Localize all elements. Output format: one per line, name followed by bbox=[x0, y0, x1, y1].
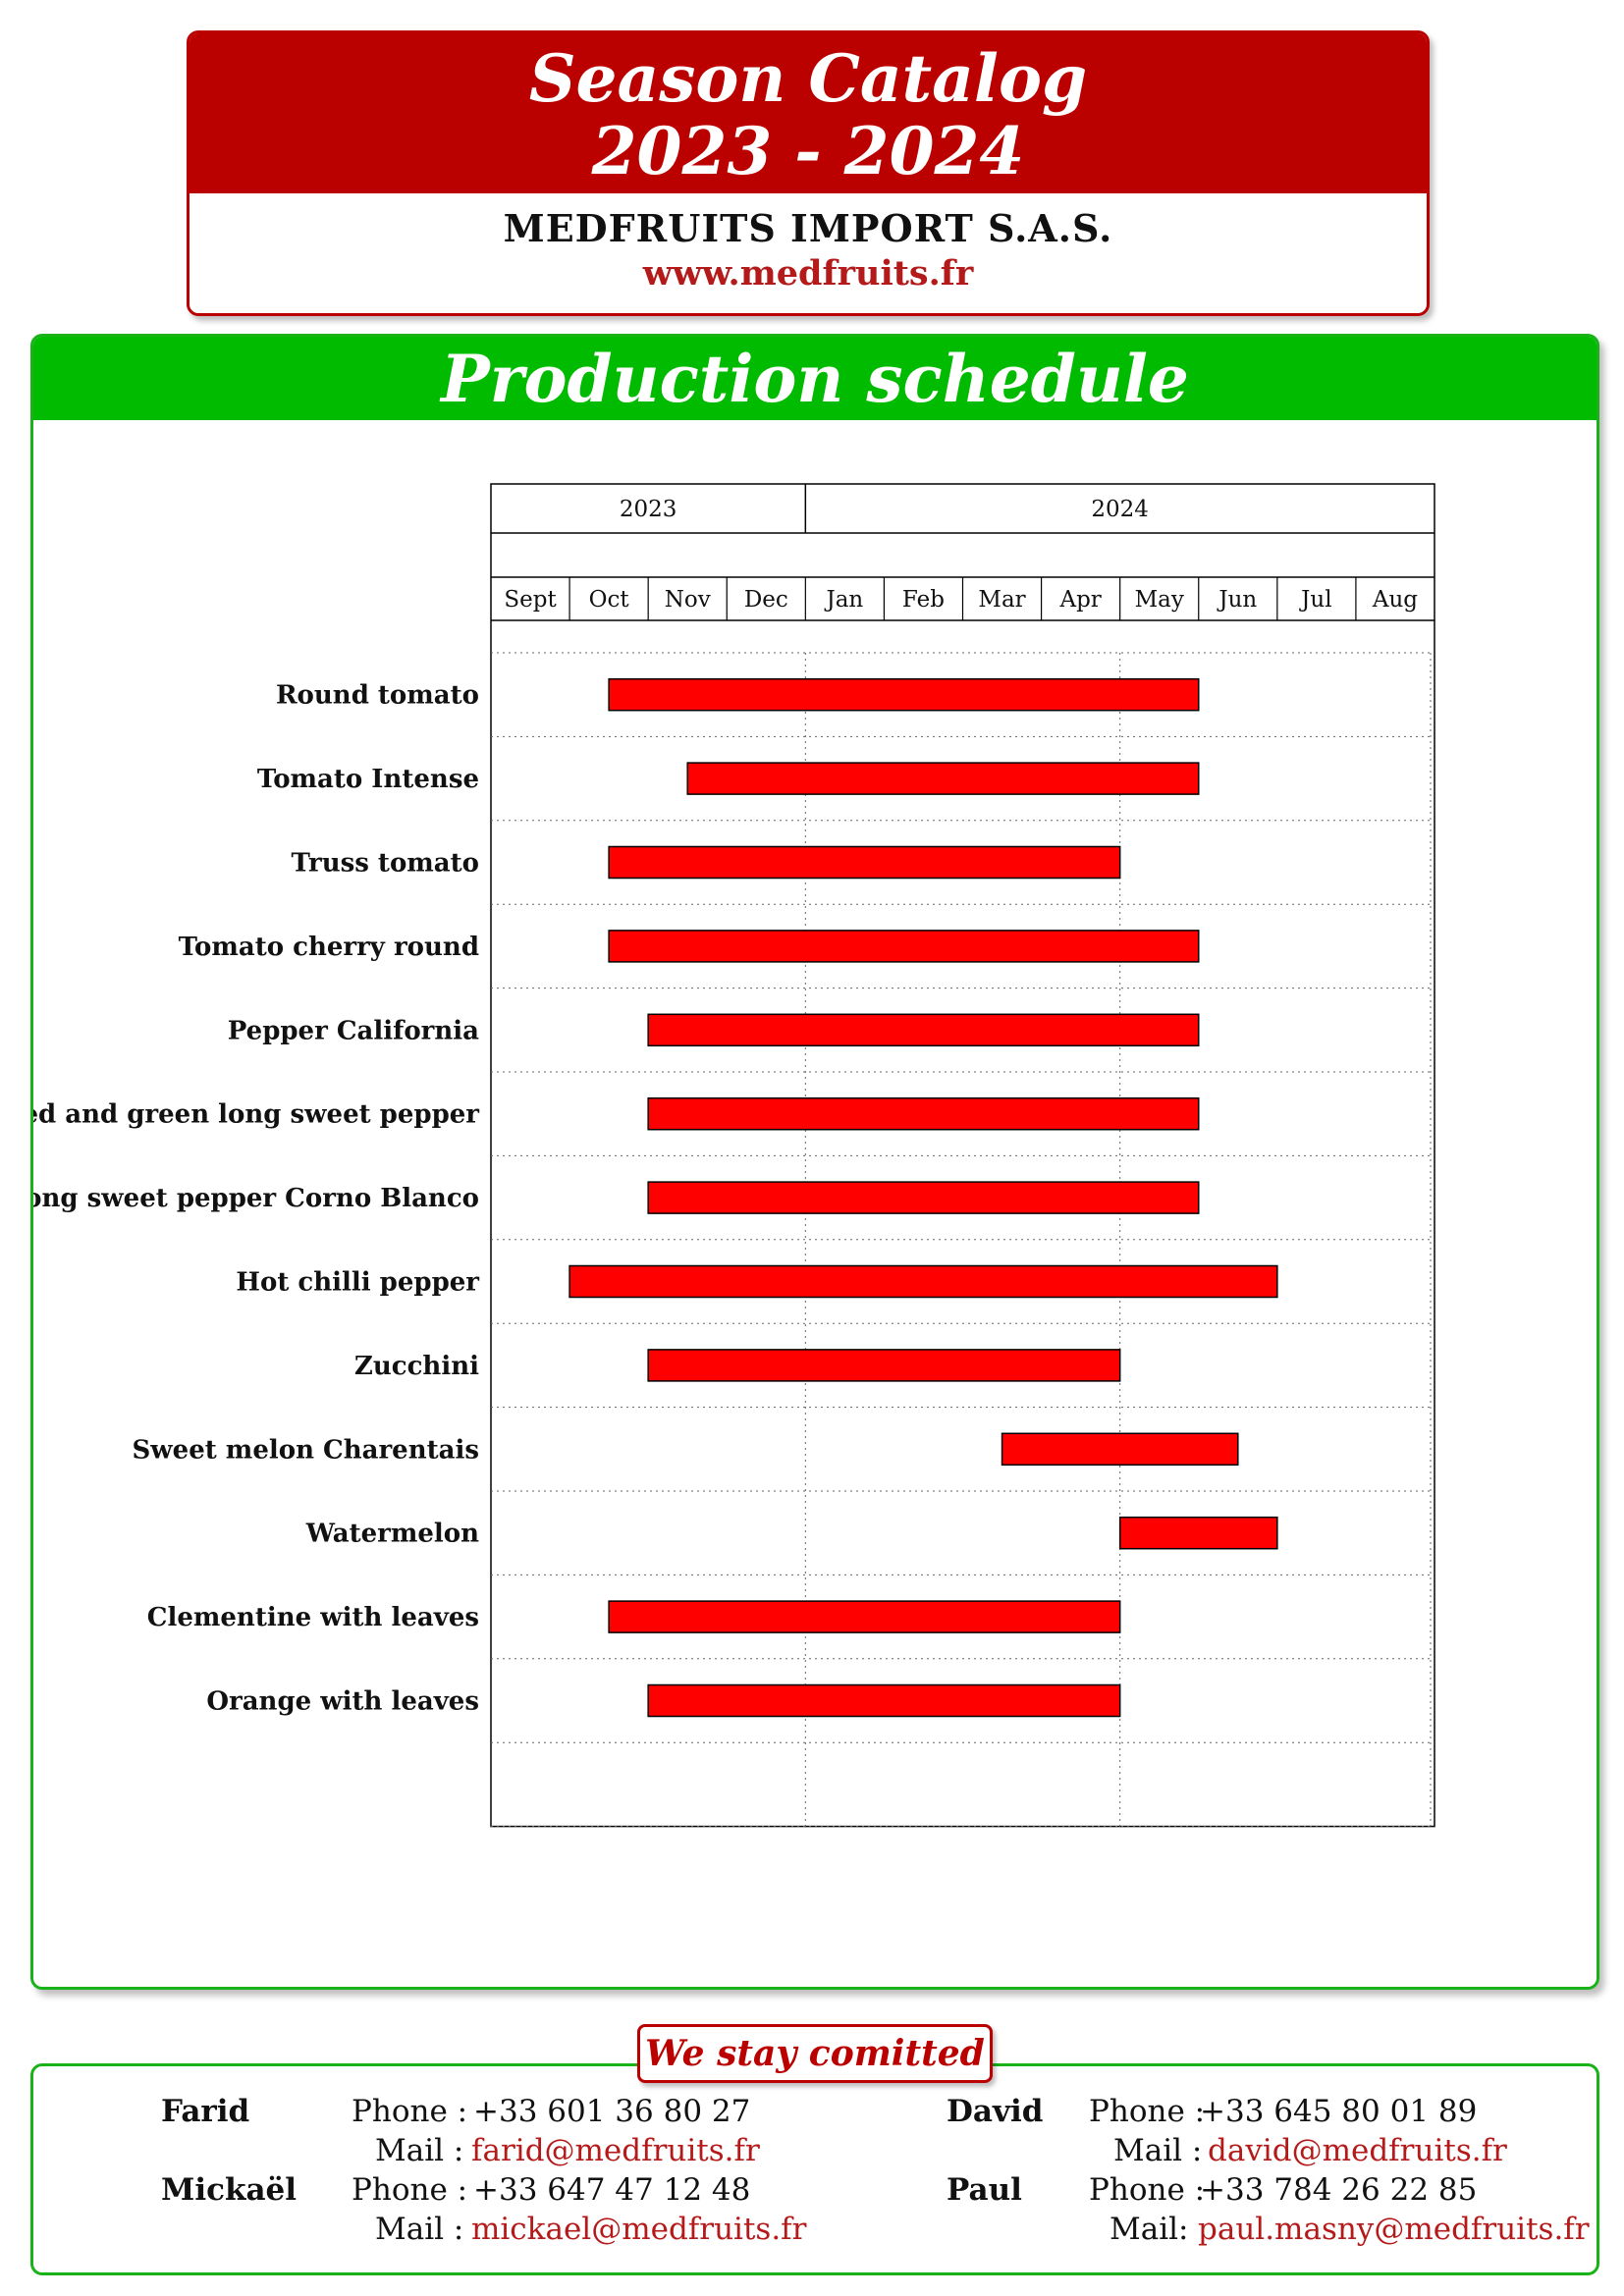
committed-badge: We stay comitted bbox=[637, 2024, 993, 2083]
task-bar bbox=[608, 1600, 1121, 1633]
task-label: Round tomato bbox=[276, 681, 479, 711]
phone-label: Phone : bbox=[352, 2172, 468, 2208]
contact-mail-farid[interactable]: farid@medfruits.fr bbox=[471, 2133, 760, 2168]
task-label: Watermelon bbox=[305, 1520, 479, 1549]
task-bar bbox=[608, 677, 1200, 712]
task-label: Hot chilli pepper bbox=[236, 1268, 479, 1298]
contact-name-mickael: Mickaël bbox=[161, 2172, 298, 2208]
task-label: Red and green long sweet pepper bbox=[33, 1100, 479, 1130]
contact-name-david: David bbox=[947, 2094, 1044, 2129]
month-label: May bbox=[1135, 587, 1184, 613]
contact-name-farid: Farid bbox=[161, 2094, 250, 2129]
mail-label: Mail : bbox=[375, 2212, 464, 2247]
contact-phone-farid: +33 601 36 80 27 bbox=[473, 2094, 751, 2129]
task-label: Tomato Intense bbox=[257, 765, 479, 794]
year-label: 2023 bbox=[620, 497, 677, 522]
task-bar bbox=[647, 1181, 1200, 1214]
task-label: Orange with leaves bbox=[206, 1687, 479, 1717]
contact-mail-paul[interactable]: paul.masny@medfruits.fr bbox=[1198, 2212, 1590, 2247]
task-bar bbox=[608, 930, 1200, 963]
phone-label: Phone : bbox=[1089, 2094, 1206, 2129]
month-label: Oct bbox=[589, 587, 630, 613]
task-label: Long sweet pepper Corno Blanco bbox=[33, 1184, 479, 1213]
phone-label: Phone : bbox=[352, 2094, 468, 2129]
contact-mail-mickael[interactable]: mickael@medfruits.fr bbox=[471, 2212, 807, 2247]
month-label: Dec bbox=[744, 587, 788, 613]
task-bar bbox=[608, 845, 1121, 880]
task-bar bbox=[1118, 1516, 1278, 1550]
schedule-band: Production schedule bbox=[33, 337, 1597, 420]
phone-label: Phone : bbox=[1089, 2172, 1206, 2208]
contact-phone-david: +33 645 80 01 89 bbox=[1200, 2094, 1478, 2129]
contact-name-paul: Paul bbox=[947, 2172, 1022, 2208]
month-label: Jul bbox=[1299, 587, 1331, 613]
month-label: Apr bbox=[1058, 587, 1101, 613]
task-label: Tomato cherry round bbox=[179, 933, 479, 962]
task-bar bbox=[647, 1096, 1200, 1131]
company-name: MEDFRUITS IMPORT S.A.S. bbox=[503, 206, 1113, 250]
task-label: Clementine with leaves bbox=[147, 1603, 479, 1632]
catalog-years: 2023 - 2024 bbox=[591, 113, 1025, 189]
contact-phone-paul: +33 784 26 22 85 bbox=[1200, 2172, 1478, 2208]
task-label: Pepper California bbox=[228, 1016, 479, 1045]
contact-mail-david[interactable]: david@medfruits.fr bbox=[1208, 2133, 1507, 2168]
task-label: Sweet melon Charentais bbox=[133, 1435, 480, 1465]
website-link[interactable]: www.medfruits.fr bbox=[642, 253, 974, 294]
month-label: Aug bbox=[1372, 587, 1418, 613]
committed-text: We stay comitted bbox=[645, 2033, 985, 2074]
task-bar bbox=[568, 1264, 1278, 1299]
schedule-card: Production schedule 2023 2024 Sept Oct Nov De… bbox=[30, 334, 1599, 1990]
task-label: Truss tomato bbox=[292, 849, 479, 879]
month-label: Sept bbox=[504, 587, 557, 613]
task-bar bbox=[686, 762, 1200, 795]
contact-phone-mickael: +33 647 47 12 48 bbox=[473, 2172, 751, 2208]
task-bar bbox=[1001, 1432, 1239, 1467]
mail-label: Mail: bbox=[1110, 2212, 1189, 2247]
gantt-chart: 2023 2024 Sept Oct Nov Dec Jan Feb Mar Apr May Jun J… bbox=[33, 483, 1435, 1828]
month-label: Nov bbox=[665, 587, 711, 613]
task-bar bbox=[647, 1683, 1121, 1718]
task-bar bbox=[647, 1013, 1200, 1047]
header-band: Season Catalog 2023 - 2024 bbox=[189, 33, 1427, 193]
task-label: Zucchini bbox=[354, 1352, 479, 1381]
month-label: Jan bbox=[825, 587, 864, 613]
year-label: 2024 bbox=[1091, 497, 1149, 522]
task-bar bbox=[647, 1349, 1121, 1382]
month-label: Feb bbox=[902, 587, 945, 613]
header-card: Season Catalog 2023 - 2024 MEDFRUITS IMP… bbox=[187, 30, 1430, 316]
month-label: Jun bbox=[1217, 587, 1257, 613]
month-label: Mar bbox=[978, 587, 1025, 613]
mail-label: Mail : bbox=[1113, 2133, 1203, 2168]
contact-card: Farid Phone : +33 601 36 80 27 Mail : fa… bbox=[30, 2063, 1599, 2275]
schedule-title: Production schedule bbox=[441, 341, 1189, 417]
mail-label: Mail : bbox=[375, 2133, 464, 2168]
catalog-title: Season Catalog bbox=[528, 40, 1088, 117]
